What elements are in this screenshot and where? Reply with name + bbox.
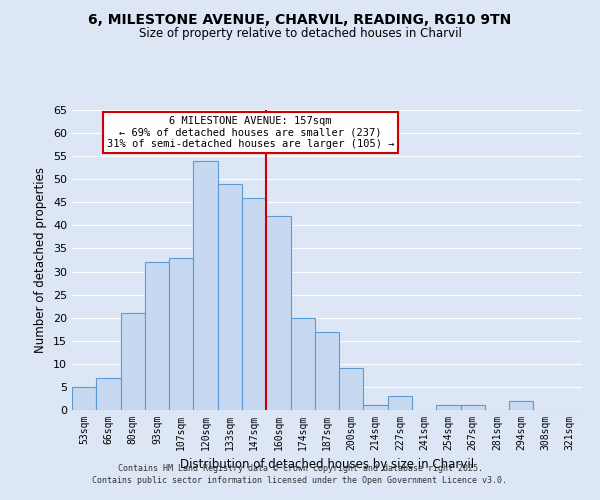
Bar — [242, 198, 266, 410]
Bar — [388, 396, 412, 410]
Bar — [72, 387, 96, 410]
Bar — [461, 406, 485, 410]
X-axis label: Distribution of detached houses by size in Charvil: Distribution of detached houses by size … — [180, 458, 474, 471]
Bar — [436, 406, 461, 410]
Bar — [96, 378, 121, 410]
Text: Contains HM Land Registry data © Crown copyright and database right 2025.
Contai: Contains HM Land Registry data © Crown c… — [92, 464, 508, 485]
Bar — [339, 368, 364, 410]
Text: 6, MILESTONE AVENUE, CHARVIL, READING, RG10 9TN: 6, MILESTONE AVENUE, CHARVIL, READING, R… — [88, 12, 512, 26]
Bar — [121, 313, 145, 410]
Bar — [145, 262, 169, 410]
Bar — [290, 318, 315, 410]
Text: Size of property relative to detached houses in Charvil: Size of property relative to detached ho… — [139, 28, 461, 40]
Bar — [509, 401, 533, 410]
Bar — [218, 184, 242, 410]
Bar — [315, 332, 339, 410]
Bar — [266, 216, 290, 410]
Bar — [193, 161, 218, 410]
Y-axis label: Number of detached properties: Number of detached properties — [34, 167, 47, 353]
Text: 6 MILESTONE AVENUE: 157sqm
← 69% of detached houses are smaller (237)
31% of sem: 6 MILESTONE AVENUE: 157sqm ← 69% of deta… — [107, 116, 394, 149]
Bar — [364, 406, 388, 410]
Bar — [169, 258, 193, 410]
